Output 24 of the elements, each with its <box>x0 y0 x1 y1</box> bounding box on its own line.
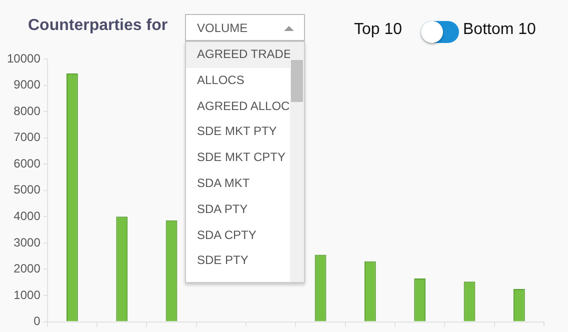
chart-title: Counterparties for <box>28 17 168 35</box>
annotation: SDA PTY <box>196 200 249 218</box>
y-tick-label: 3000 <box>14 235 41 250</box>
annotation: ALLOCS <box>196 72 246 89</box>
y-tick-label: 0 <box>34 314 41 328</box>
annotation: AGREED TRADE <box>186 42 304 68</box>
annotation: SDA CPTY <box>196 226 258 244</box>
y-tick-label: 9000 <box>14 78 41 92</box>
y-tick-label: 4000 <box>14 208 41 223</box>
y-tick-label: 8000 <box>14 104 41 118</box>
text: Top 10 <box>354 21 402 39</box>
y-tick-label: 10000 <box>6 51 41 66</box>
y-tick-label: 2000 <box>14 262 41 276</box>
annotation: SDA MKT <box>196 174 251 192</box>
annotation: SDE PTY <box>196 252 250 270</box>
annotation: SDE MKT PTY <box>196 123 278 140</box>
text: VOLUME <box>197 21 248 35</box>
y-tick-label: 6000 <box>14 156 41 170</box>
y-tick-label: 5000 <box>14 182 41 197</box>
annotation: SDE MKT CPTY <box>196 149 286 166</box>
y-tick-label: 1000 <box>14 288 41 302</box>
annotation: AGREED ALLOC <box>196 98 291 115</box>
y-tick-label: 7000 <box>14 130 41 144</box>
text: Bottom 10 <box>463 21 536 39</box>
